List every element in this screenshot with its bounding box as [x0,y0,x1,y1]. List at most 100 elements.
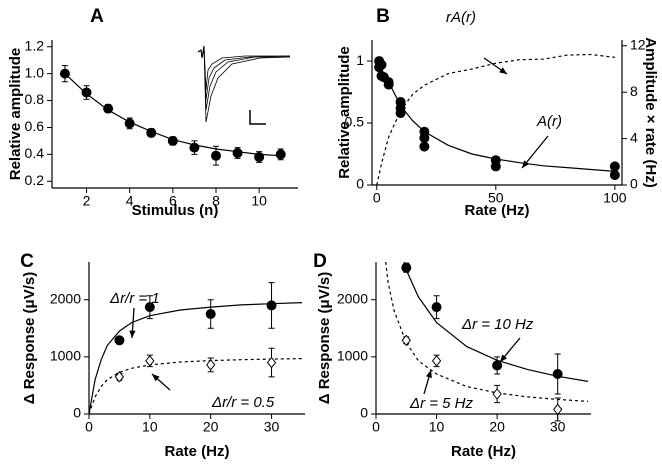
data-point [144,302,155,313]
data-point [609,161,620,172]
arrow-head [522,160,530,168]
data-point [266,300,277,311]
y2-tick-label: 8 [630,83,638,99]
y-tick-label: 0 [73,405,81,421]
y-tick-label: 1.0 [25,64,45,80]
y-tick-label: 0.5 [345,114,365,130]
panel-label: C [20,251,34,272]
x-tick-label: 0 [373,190,381,206]
data-point [383,79,394,90]
y-tick-label: 2000 [337,290,368,306]
x-tick-label: 0 [372,419,380,435]
fit-line [376,60,615,172]
annotation: Δr = 10 Hz [461,316,534,333]
data-point [553,403,563,416]
data-point [419,132,430,143]
arrow-head [500,354,508,362]
panel: D Rate (Hz) Δ Response (μV/s) 0 10 20 30 0 1000 2… [313,251,591,460]
data-point [431,302,442,313]
x-tick-label: 20 [489,419,505,435]
data-point [492,388,502,400]
y-tick-label: 0.4 [25,145,45,161]
y2-tick-label: 4 [630,129,638,145]
data-point [211,150,221,161]
x-tick-label: 2 [83,193,91,209]
y-tick-label: 0 [360,405,368,421]
data-point [431,355,442,367]
data-point [490,161,501,172]
fit-line [88,358,303,415]
trace [197,45,291,101]
annotation: Δr/r = 1 [109,290,160,307]
data-point [275,149,286,160]
data-point [401,334,411,347]
x-tick-label: 4 [126,193,134,209]
scale-bar [249,110,266,125]
y2-tick-label: 12 [630,37,646,53]
data-point [395,108,406,119]
data-point [145,355,155,367]
data-point [81,87,92,98]
y-tick-label: 2000 [50,290,81,306]
data-point [167,135,178,146]
y-tick-label: 0.2 [25,172,45,188]
y-tick-label: 1.2 [25,37,45,53]
panel: A Stimulus (n) Relative amplitude 2 4 6 8 10 0.2… [7,6,298,219]
x-tick-label: 100 [603,190,627,206]
data-point [419,141,430,152]
data-point [124,118,135,129]
x-axis-label: Rate (Hz) [451,443,516,460]
data-point [189,142,200,153]
panel: B Rate (Hz) Relative amplitude Amplitude × … [336,6,659,219]
x-tick-label: 30 [264,419,280,435]
data-point [146,127,157,138]
arrow-head [152,374,160,382]
y-axis-label: Δ Response (μV/s) [21,272,38,405]
data-point [401,262,412,273]
x-tick-label: 0 [85,419,93,435]
fit-line [403,261,589,382]
data-point [59,68,70,79]
y2-axis-label: Amplitude × rate (Hz) [642,37,659,187]
x-tick-label: 10 [429,419,445,435]
data-point [232,148,243,159]
x-tick-label: 6 [169,193,177,209]
x-tick-label: 30 [550,419,566,435]
data-point [609,170,620,181]
x-axis-label: Rate (Hz) [464,202,529,219]
data-point [205,309,216,319]
fit-line [385,261,589,402]
x-axis-label: Rate (Hz) [164,443,229,460]
annotation: rA(r) [446,9,476,26]
y-axis-label: Relative amplitude [7,48,24,181]
arrow-head [425,370,432,378]
data-point [492,360,503,371]
panel-label: B [376,6,390,27]
panel: C Rate (Hz) Δ Response (μV/s) 0 10 20 30 0 1000 2… [20,251,305,460]
data-point [254,152,265,163]
annotation: Δr = 5 Hz [409,395,473,412]
y-axis-label: Δ Response (μV/s) [316,272,333,405]
data-point [395,96,406,107]
y-tick-label: 1000 [50,348,81,364]
x-tick-label: 50 [488,190,504,206]
y-tick-label: 1000 [337,348,368,364]
x-axis-label: Stimulus (n) [132,202,219,219]
y-tick-label: 0.8 [25,91,45,107]
y-axis-label: Relative amplitude [336,46,353,179]
trace [197,45,290,91]
y-tick-label: 0 [356,176,364,192]
x-tick-label: 10 [142,419,158,435]
x-tick-label: 10 [251,193,267,209]
data-point [103,103,114,114]
y2-tick-label: 0 [630,176,638,192]
x-tick-label: 8 [212,193,220,209]
data-point [376,59,387,70]
data-point [552,369,563,379]
data-point [266,356,277,369]
arrow-head [499,67,507,74]
data-point [114,335,125,346]
data-point [114,371,125,383]
